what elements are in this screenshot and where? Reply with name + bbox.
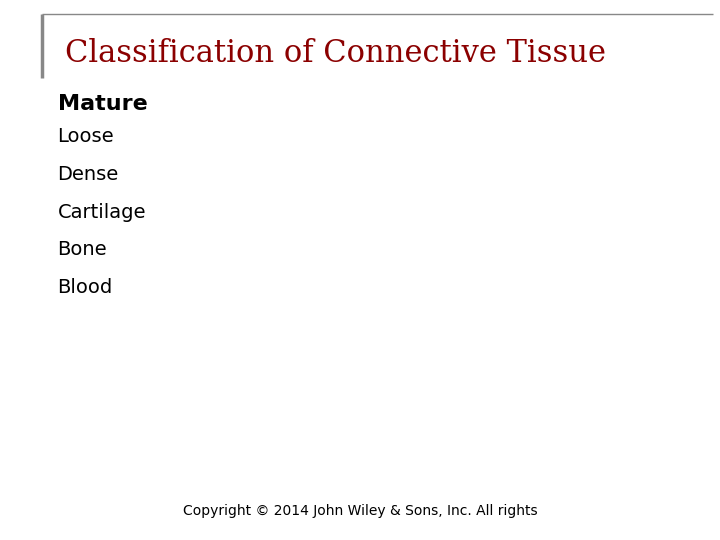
Text: Blood: Blood [58, 278, 113, 297]
Text: Cartilage: Cartilage [58, 202, 146, 221]
Text: Classification of Connective Tissue: Classification of Connective Tissue [65, 38, 606, 69]
Text: Dense: Dense [58, 165, 119, 184]
Text: Bone: Bone [58, 240, 107, 259]
Text: Mature: Mature [58, 94, 148, 114]
Text: Loose: Loose [58, 127, 114, 146]
Text: Copyright © 2014 John Wiley & Sons, Inc. All rights: Copyright © 2014 John Wiley & Sons, Inc.… [183, 504, 537, 518]
